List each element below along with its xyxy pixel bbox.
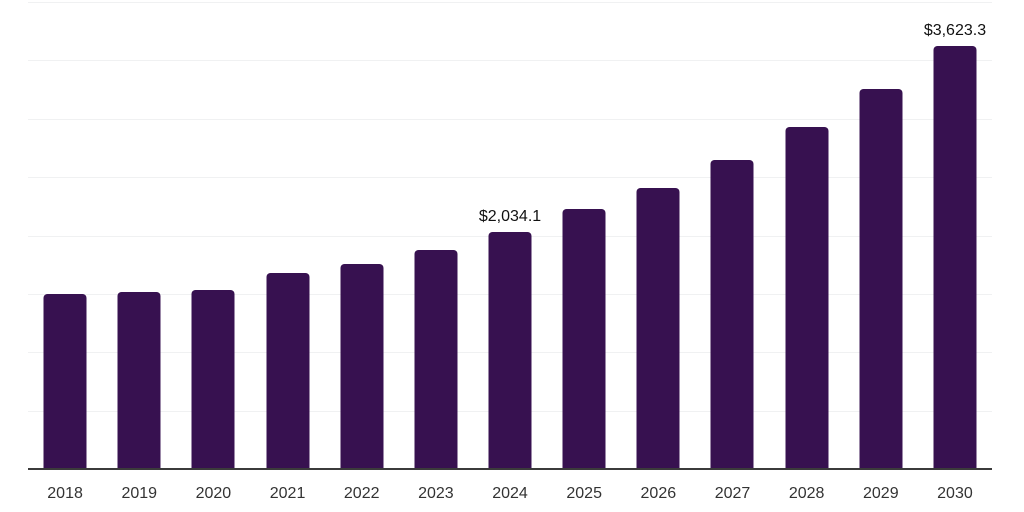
gridline: [28, 60, 992, 62]
bar-2025: [562, 208, 606, 469]
x-tick-label-2021: 2021: [269, 485, 306, 502]
x-tick-label-2018: 2018: [47, 485, 83, 502]
bar-band-2030: $3,623.3: [918, 2, 992, 469]
bar-band-2026: [621, 2, 695, 469]
x-tick-label-2024: 2024: [492, 485, 528, 502]
bar-band-2027: [695, 2, 769, 469]
bar-band-2024: $2,034.1: [473, 2, 547, 469]
bar-2023: [414, 249, 458, 469]
bar-2030: [933, 45, 977, 469]
bar-band-2022: [325, 2, 399, 469]
bar-band-2029: [844, 2, 918, 469]
bar-2021: [266, 272, 310, 469]
bar-band-2018: [28, 2, 102, 469]
bar-band-2020: [176, 2, 250, 469]
x-tick-label-2023: 2023: [418, 485, 454, 502]
bar-2020: [191, 289, 235, 469]
x-tick-label-2026: 2026: [640, 485, 677, 502]
x-axis-line: [28, 468, 992, 470]
bar-band-2028: [770, 2, 844, 469]
x-axis-labels: 2018 2019 2020 2021 2022 2023 2024 2025 2026 2027…: [28, 484, 992, 503]
bar-band-2019: [102, 2, 176, 469]
bar-band-2021: [250, 2, 324, 469]
bars-container: $2,034.1 $3,623.3: [28, 2, 992, 469]
x-tick-label-2027: 2027: [714, 485, 751, 502]
bar-2029: [859, 88, 903, 469]
bar-band-2025: [547, 2, 621, 469]
x-tick-label-2025: 2025: [566, 485, 602, 502]
x-tick-label-2030: 2030: [937, 485, 973, 502]
bar-2028: [785, 126, 829, 469]
bar-2024: [488, 231, 532, 469]
x-tick-label-2020: 2020: [195, 485, 232, 502]
x-tick-label-2019: 2019: [121, 485, 158, 502]
bar-2027: [710, 159, 754, 469]
bar-2018: [43, 294, 87, 469]
gridline: [28, 2, 992, 3]
x-tick-label-2022: 2022: [343, 485, 380, 502]
plot-area: $2,034.1 $3,623.3: [28, 2, 992, 470]
x-tick-label-2029: 2029: [863, 485, 899, 502]
bar-2019: [117, 291, 161, 469]
bar-band-2023: [399, 2, 473, 469]
gridline: [28, 177, 992, 179]
bar-2022: [340, 263, 384, 469]
bar-value-label-2030: $3,623.3: [923, 21, 987, 39]
x-tick-label-2028: 2028: [788, 485, 825, 502]
gridline: [28, 118, 992, 120]
bar-value-label-2024: $2,034.1: [478, 207, 542, 225]
bar-2026: [636, 187, 680, 469]
